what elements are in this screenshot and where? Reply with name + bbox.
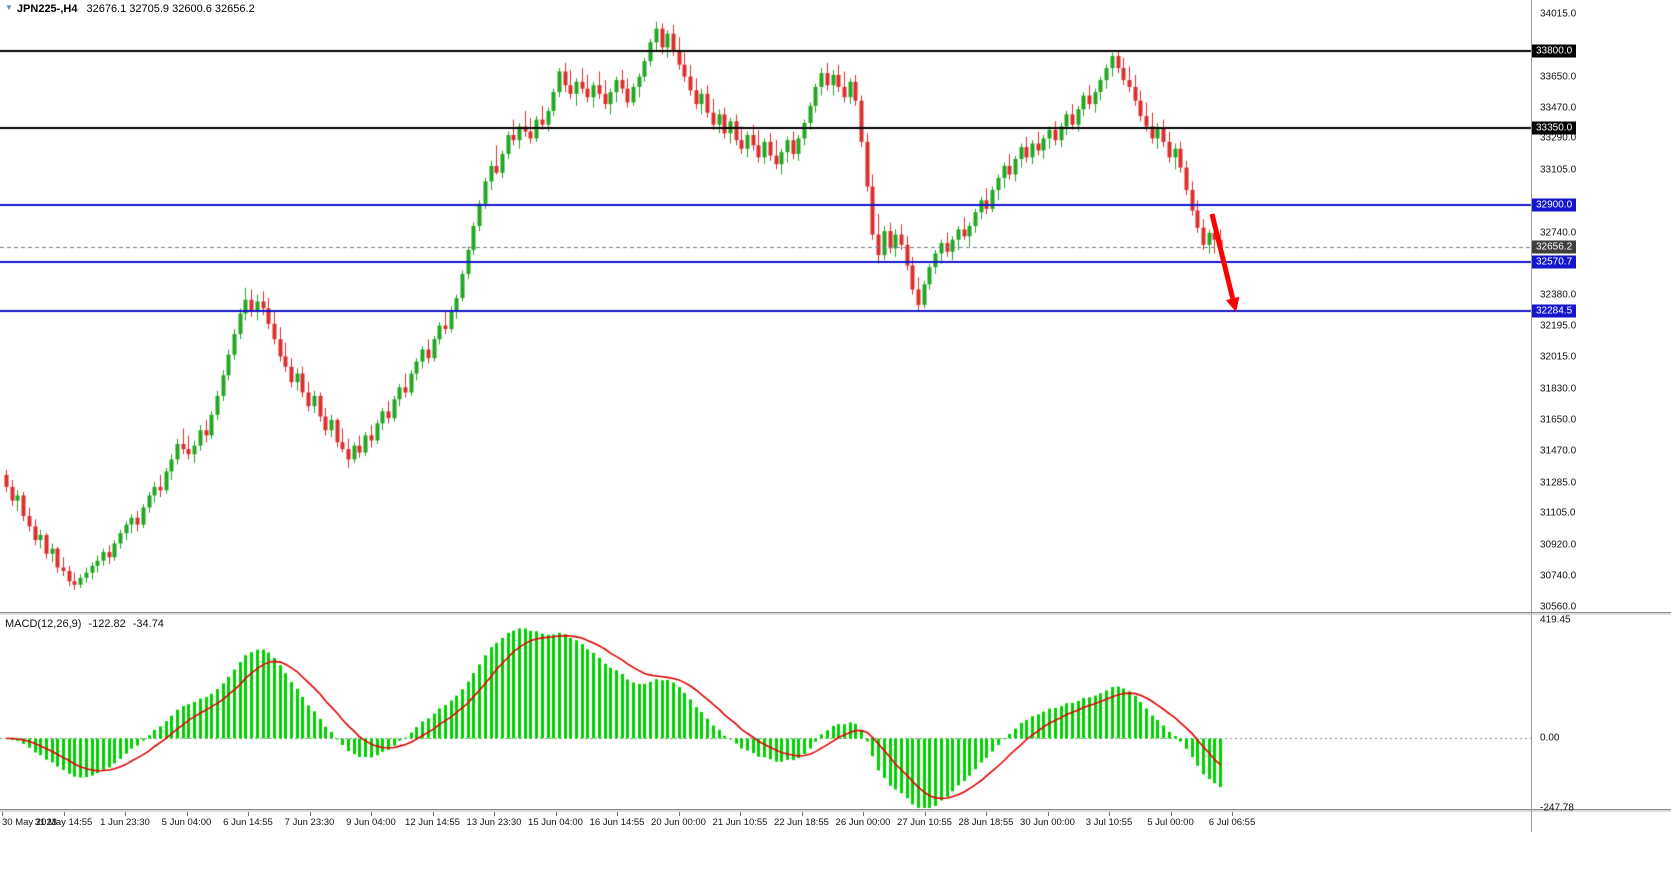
time-axis-label: 30 May 2023 [2, 817, 57, 828]
macd-axis-label: -247.78 [1540, 802, 1574, 814]
time-tick [1170, 812, 1172, 816]
price-tick-label: 32015.0 [1540, 351, 1577, 363]
price-tick-label: 31470.0 [1540, 445, 1577, 457]
price-tick-label: 33290.0 [1540, 132, 1577, 144]
time-axis-label: 3 Jul 10:55 [1085, 817, 1133, 828]
price-tick-label: 32380.0 [1540, 289, 1577, 301]
time-axis-label: 20 Jun 00:00 [651, 817, 706, 828]
price-tick-label: 34015.0 [1540, 8, 1577, 20]
time-tick [986, 812, 987, 816]
time-axis-label: 12 Jun 14:55 [405, 817, 460, 828]
price-tick-label: 30920.0 [1540, 539, 1577, 551]
panel-separator[interactable] [0, 809, 1671, 812]
price-tick-label: 31650.0 [1540, 414, 1577, 426]
time-axis-label: 30 Jun 00:00 [1020, 817, 1075, 828]
time-axis-label: 1 Jun 23:30 [100, 817, 150, 828]
symbol-marker-icon: ▼ [5, 3, 13, 12]
price-tick-label: 32740.0 [1540, 227, 1577, 239]
time-tick [63, 812, 65, 816]
time-axis-label: 28 Jun 18:55 [958, 817, 1014, 828]
time-tick [863, 812, 864, 816]
time-axis-label: 26 Jun 00:00 [835, 817, 891, 828]
price-tick-label: 33470.0 [1540, 102, 1577, 114]
time-tick [125, 812, 126, 816]
price-axis[interactable]: 34015.0 33650.0 33470.0 33290.0 33105.0 32740… [1531, 0, 1671, 833]
time-axis-label: 5 Jun 04:00 [161, 817, 212, 828]
price-tick-label: 30560.0 [1540, 601, 1577, 613]
time-axis-label: 13 Jun 23:30 [466, 817, 522, 828]
time-tick [186, 812, 188, 816]
time-tick [494, 812, 495, 816]
macd-signal-value: -34.74 [132, 618, 164, 630]
time-axis-label: 7 Jun 23:30 [284, 817, 335, 828]
time-axis-label: 16 Jun 14:55 [589, 817, 645, 828]
time-tick [617, 812, 618, 816]
time-tick [678, 812, 680, 816]
time-axis[interactable]: 30 May 2023 31 May 14:55 1 Jun 23:30 5 Jun … [0, 812, 1531, 834]
price-tick-label: 33105.0 [1540, 164, 1577, 176]
time-axis-label: 31 May 14:55 [34, 817, 93, 828]
time-axis-label: 9 Jun 04:00 [346, 817, 396, 828]
time-tick [555, 812, 557, 816]
time-tick [740, 812, 741, 816]
time-tick [371, 812, 372, 816]
price-tick-label: 31105.0 [1540, 507, 1576, 519]
symbol-period-label: JPN225-,H4 [16, 3, 78, 15]
price-line-badge: 32570.7 [1532, 255, 1577, 269]
price-tick-label: 31285.0 [1540, 477, 1577, 489]
price-line-badge: 32900.0 [1532, 198, 1577, 212]
price-line-badge: 32656.2 [1532, 240, 1577, 254]
time-tick [801, 812, 803, 816]
time-tick [1232, 812, 1233, 816]
time-tick [1047, 812, 1049, 816]
time-axis-label: 21 Jun 10:55 [712, 817, 768, 828]
price-tick-label: 30740.0 [1540, 570, 1577, 582]
title-ohlc-values: 32676.1 32705.9 32600.6 32656.2 [86, 3, 255, 15]
time-tick [1109, 812, 1110, 816]
macd-axis-label: 0.00 [1540, 732, 1560, 744]
macd-main-value: -122.82 [88, 618, 126, 630]
macd-indicator-label: MACD(12,26,9) -122.82 -34.74 [5, 618, 171, 630]
time-tick [2, 812, 3, 816]
time-axis-label: 27 Jun 10:55 [897, 817, 952, 828]
price-tick-label: 31830.0 [1540, 383, 1577, 395]
time-axis-label: 5 Jul 00:00 [1147, 817, 1194, 828]
time-axis-label: 6 Jun 14:55 [223, 817, 273, 828]
axis-separator [1531, 0, 1532, 832]
time-tick [432, 812, 434, 816]
time-tick [924, 812, 926, 816]
price-line-badge: 33800.0 [1532, 44, 1577, 58]
time-axis-label: 22 Jun 18:55 [774, 817, 829, 828]
price-tick-label: 32195.0 [1540, 320, 1577, 332]
chart-title: ▼ JPN225-,H4 32676.1 32705.9 32600.6 32656… [5, 3, 255, 15]
time-axis-label: 6 Jul 06:55 [1208, 817, 1256, 828]
panel-separator[interactable] [0, 612, 1671, 615]
time-axis-label: 15 Jun 04:00 [528, 817, 583, 828]
price-tick-label: 33650.0 [1540, 71, 1577, 83]
time-tick [309, 812, 311, 816]
price-line-badge: 32284.5 [1532, 304, 1577, 318]
price-line-badge: 33350.0 [1532, 121, 1577, 135]
macd-axis-label: 419.45 [1540, 614, 1571, 626]
macd-indicator-name: MACD(12,26,9) [5, 618, 82, 630]
time-tick [248, 812, 249, 816]
